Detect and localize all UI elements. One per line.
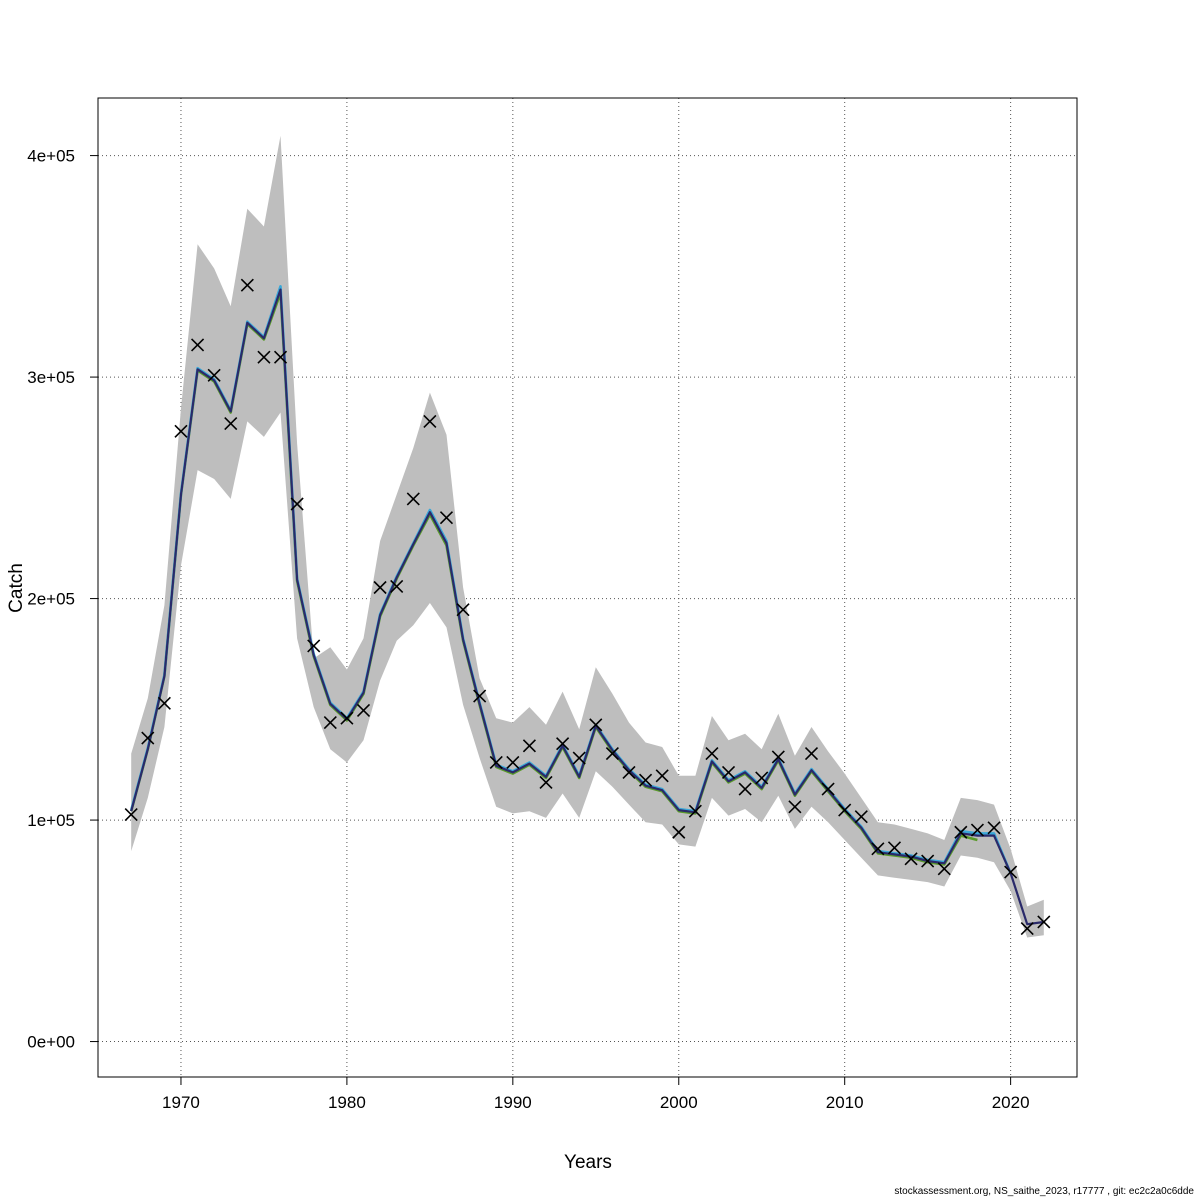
y-tick-label-4: 4e+05 [27,147,75,166]
observed-point-2021 [1020,922,1034,936]
observed-point-1985 [423,414,437,428]
x-axis-title: Years [564,1152,612,1173]
observed-point-1987 [456,603,470,617]
x-tick-label-1980: 1980 [328,1093,366,1112]
observed-point-2013 [887,841,902,855]
observed-point-1990 [506,755,520,770]
observed-point-1994 [572,751,586,765]
observed-point-2001 [688,804,702,818]
observed-point-1979 [323,716,337,730]
observed-point-1977 [290,497,304,511]
observed-point-2012 [871,842,885,856]
observed-point-1978 [307,639,321,653]
observed-point-2007 [788,800,802,814]
observed-point-2009 [821,782,835,796]
x-tick-label-2010: 2010 [826,1093,864,1112]
x-axis: 1970 1980 1990 2000 2010 2020 [162,1077,1030,1112]
observed-point-1999 [655,769,669,783]
observed-point-2002 [705,747,719,761]
observed-point-2020 [1004,865,1018,879]
observed-point-2006 [771,750,785,764]
y-axis-title: Catch [6,563,27,613]
y-tick-label-2: 2e+05 [27,590,75,609]
observed-point-1991 [522,739,536,753]
observed-point-1998 [639,773,653,787]
observed-point-1968 [141,731,155,745]
x-tick-label-2020: 2020 [992,1093,1030,1112]
observed-point-1997 [622,765,636,780]
observed-point-2011 [854,810,868,824]
series-lines [129,285,1044,926]
observed-point-1989 [489,755,503,770]
observed-point-1969 [157,696,171,710]
observed-point-1988 [473,689,487,703]
observed-point-1967 [124,807,138,822]
observed-point-1972 [207,368,221,382]
observed-point-1995 [589,718,603,732]
observed-point-1976 [273,350,288,364]
x-tick-label-1990: 1990 [494,1093,532,1112]
observed-point-1996 [605,747,619,761]
plot-frame [97,97,1078,1078]
observed-point-2003 [721,765,736,780]
observed-point-2010 [838,803,852,817]
observed-point-1992 [539,775,553,789]
observed-point-2014 [904,852,918,866]
observed-point-1993 [556,737,570,751]
observed-point-2016 [937,862,951,876]
observed-point-2008 [804,747,819,761]
observed-point-1982 [373,580,387,595]
y-tick-label-1: 1e+05 [27,811,75,830]
observed-point-1984 [406,492,420,506]
observed-point-1980 [340,711,354,725]
observed-point-2000 [672,825,686,839]
observed-point-1974 [240,278,254,292]
footer-note: stockassessment.org, NS_saithe_2023, r17… [894,1186,1194,1197]
x-tick-label-2000: 2000 [660,1093,698,1112]
observed-point-2019 [987,821,1001,835]
observed-point-1986 [439,511,454,525]
observed-points [124,278,1051,936]
observed-point-1983 [390,579,404,593]
observed-point-2022 [1037,915,1051,929]
observed-point-2015 [921,854,935,868]
observed-point-1970 [174,424,188,438]
y-tick-label-3: 3e+05 [27,368,75,387]
observed-point-2005 [755,771,769,785]
observed-point-1971 [190,338,205,352]
observed-point-1975 [257,350,271,364]
series-line-2 [130,288,1044,926]
observed-point-1973 [224,417,238,431]
observed-point-2004 [738,782,752,796]
y-axis: 0e+00 1e+05 2e+05 3e+05 4e+05 [27,147,98,1052]
observed-point-2018 [970,823,985,837]
observed-point-2017 [954,825,968,839]
y-tick-label-0: 0e+00 [27,1033,75,1052]
confidence-band-area [131,135,1044,938]
confidence-band [131,135,1044,938]
x-tick-label-1970: 1970 [162,1093,200,1112]
observed-point-1981 [356,703,371,717]
